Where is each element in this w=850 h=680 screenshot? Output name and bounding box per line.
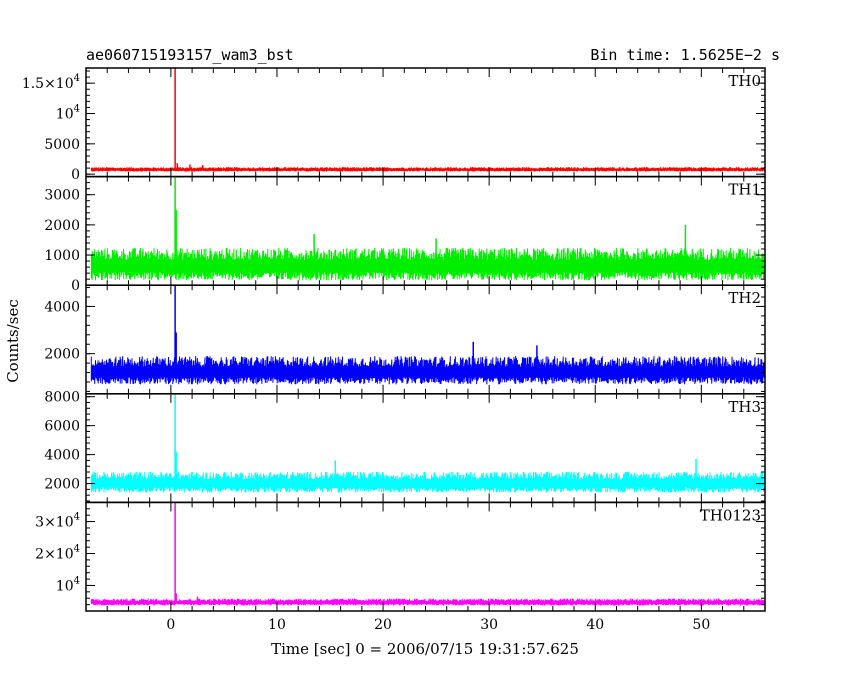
y-tick-label: 0 — [71, 167, 80, 183]
panel-label-th2: TH2 — [728, 289, 761, 307]
y-tick-label: 104 — [56, 575, 80, 594]
series-line-th1 — [90, 247, 765, 281]
y-axis-label: Counts/sec — [4, 299, 22, 383]
x-tick-label: 20 — [374, 617, 392, 633]
y-tick-label: 1.5×104 — [22, 73, 80, 92]
y-tick-label: 2000 — [44, 218, 80, 234]
x-tick-label: 10 — [268, 617, 286, 633]
y-tick-label: 3000 — [44, 188, 80, 204]
y-tick-label: 2000 — [44, 477, 80, 493]
y-tick-label: 2×104 — [35, 544, 80, 563]
y-tick-label: 8000 — [44, 390, 80, 406]
series-line-th3 — [90, 471, 765, 493]
series-line-th2 — [90, 355, 765, 385]
y-tick-label: 0 — [71, 278, 80, 294]
x-tick-label: 0 — [166, 617, 175, 633]
series-line-th0 — [90, 166, 765, 173]
y-tick-label: 6000 — [44, 419, 80, 435]
x-tick-label: 40 — [586, 617, 604, 633]
x-tick-label: 30 — [480, 617, 498, 633]
panel-label-th1: TH1 — [728, 181, 761, 199]
series-line-th0123 — [90, 598, 765, 606]
bin-time-label: Bin time: 1.5625E−2 s — [590, 46, 780, 64]
y-tick-label: 1000 — [44, 248, 80, 264]
panels-group: 0 5000 104 1.5×104 TH0 0 1000 2000 3000 TH1 2000 40… — [22, 67, 766, 633]
y-tick-label: 104 — [56, 104, 80, 123]
panel-label-th0123: TH0123 — [700, 506, 761, 524]
y-tick-label: 2000 — [44, 347, 80, 363]
panel-label-th0: TH0 — [728, 72, 761, 90]
x-axis-label: Time [sec] 0 = 2006/07/15 19:31:57.625 — [271, 640, 579, 658]
y-tick-label: 3×104 — [35, 512, 80, 531]
y-tick-label: 5000 — [44, 137, 80, 153]
x-tick-label: 50 — [692, 617, 710, 633]
y-tick-label: 4000 — [44, 448, 80, 464]
panel-frame-th0123 — [85, 501, 766, 612]
panel-label-th3: TH3 — [728, 398, 761, 416]
y-tick-label: 4000 — [44, 299, 80, 315]
chart-title: ae060715193157_wam3_bst — [86, 46, 294, 64]
panel-frame-th0 — [85, 67, 766, 178]
